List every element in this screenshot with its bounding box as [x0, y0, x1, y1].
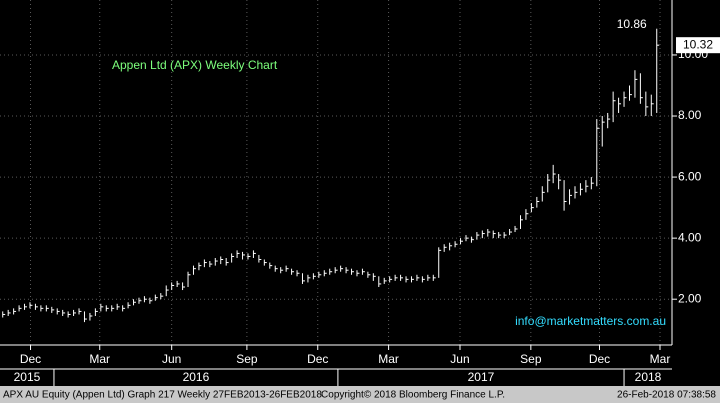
x-tick-label: Dec: [20, 352, 41, 366]
year-label: 2016: [183, 370, 210, 384]
year-label: 2015: [14, 370, 41, 384]
bars: 10.86 Appen Ltd (APX) Weekly Chart info@ma…: [2, 17, 666, 328]
high-label: 10.86: [617, 17, 647, 31]
x-tick-label: Jun: [162, 352, 181, 366]
grid: [0, 0, 672, 345]
x-tick-label: Mar: [650, 352, 671, 366]
footer-text: 26-Feb-2018 07:38:58: [617, 390, 716, 401]
x-tick-label: Dec: [307, 352, 328, 366]
x-tick-label: Mar: [378, 352, 399, 366]
y-tick-label: 4.00: [678, 230, 702, 244]
footer-text: APX AU Equity (Appen Ltd) Graph 217 Week…: [3, 390, 322, 401]
y-tick-label: 8.00: [678, 108, 702, 122]
year-label: 2018: [635, 370, 662, 384]
x-tick-label: Dec: [589, 352, 610, 366]
x-tick-label: Sep: [520, 352, 542, 366]
x-tick-label: Sep: [236, 352, 258, 366]
x-tick-label: Mar: [89, 352, 110, 366]
watermark: info@marketmatters.com.au: [515, 314, 666, 328]
y-tick-label: 6.00: [678, 169, 702, 183]
x-tick-label: Jun: [450, 352, 469, 366]
year-label: 2017: [468, 370, 495, 384]
footer: APX AU Equity (Appen Ltd) Graph 217 Week…: [3, 390, 716, 401]
chart-title: Appen Ltd (APX) Weekly Chart: [112, 58, 278, 72]
last-price-box: [676, 37, 720, 54]
footer-text: Copyright© 2018 Bloomberg Finance L.P.: [321, 390, 505, 401]
footer-bar: [0, 386, 720, 403]
last-price-label: 10.32: [683, 37, 713, 51]
y-tick-label: 2.00: [678, 291, 702, 305]
